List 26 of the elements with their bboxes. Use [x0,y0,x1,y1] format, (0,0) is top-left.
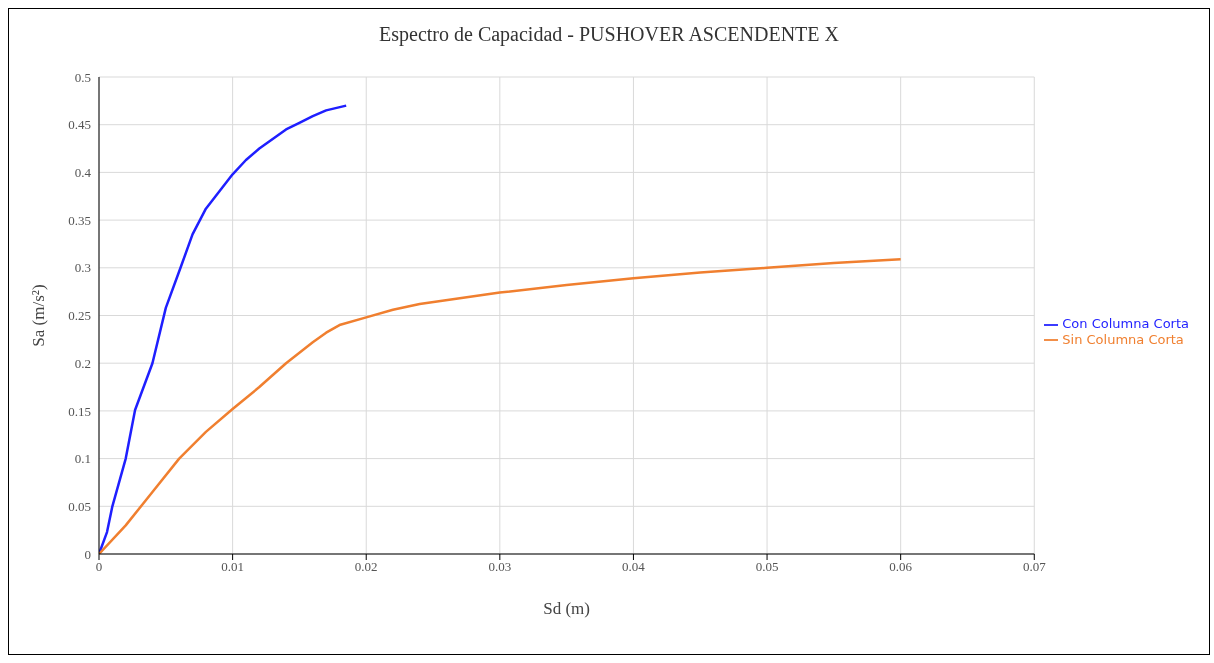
y-tick-label: 0 [84,546,91,562]
x-axis-title: Sd (m) [543,599,591,618]
x-tick-label: 0.03 [488,559,512,575]
y-axis-title: Sa (m/s²) [29,284,48,347]
legend-label: Sin Columna Corta [1062,331,1184,347]
x-tick-label: 0.05 [755,559,779,575]
x-tick-label: 0 [95,559,103,575]
line-series [99,257,902,554]
y-tick-label: 0.35 [68,212,91,228]
y-tick-label: 0.15 [68,403,91,419]
y-tick-label: 0.1 [74,451,91,467]
x-tick-label: 0.06 [889,559,913,575]
x-tick-label: 0.02 [354,559,378,575]
x-tick-label: 0.01 [221,559,244,575]
y-tick-label: 0.25 [68,308,91,324]
y-tick-label: 0.3 [74,260,91,276]
x-tick-label: 0.07 [1022,559,1047,575]
chart-title: Espectro de Capacidad - PUSHOVER ASCENDENTE X [378,23,840,46]
y-tick-label: 0.4 [74,165,92,181]
y-tick-label: 0.45 [68,117,91,133]
line-series [99,104,348,554]
legend-label: Con Columna Corta [1062,316,1189,331]
x-tick-label: 0.04 [622,559,646,575]
y-tick-label: 0.2 [74,355,91,371]
y-tick-label: 0.5 [74,69,91,85]
y-tick-label: 0.05 [68,498,91,514]
